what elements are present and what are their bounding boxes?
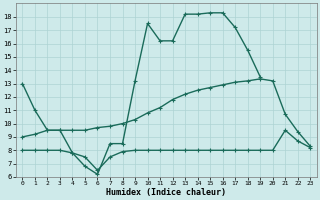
- X-axis label: Humidex (Indice chaleur): Humidex (Indice chaleur): [106, 188, 226, 197]
